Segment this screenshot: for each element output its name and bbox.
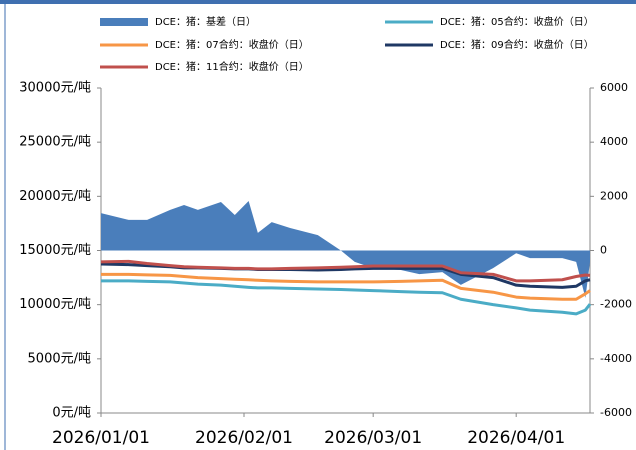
y-tick-label: 15000元/吨 <box>19 243 91 258</box>
top-band <box>0 0 636 4</box>
y2-tick-label: 0 <box>600 244 607 257</box>
y2-tick-label: 6000 <box>600 81 628 94</box>
price-line <box>101 272 591 301</box>
legend-swatch <box>100 18 148 26</box>
legend-label: DCE：猪：09合约：收盘价（日） <box>440 38 594 51</box>
x-tick-label: 2026/02/01 <box>195 428 293 448</box>
legend-label: DCE：猪：05合约：收盘价（日） <box>440 15 594 28</box>
x-tick-label: 2026/04/01 <box>467 428 565 448</box>
y-tick-label: 20000元/吨 <box>19 189 91 204</box>
legend-label: DCE：猪：07合约：收盘价（日） <box>155 38 309 51</box>
price-line <box>100 259 591 283</box>
y2-tick-label: -2000 <box>600 298 632 311</box>
x-tick-label: 2026/01/01 <box>52 428 150 448</box>
y2-tick-label: 2000 <box>600 189 628 202</box>
y-tick-label: 25000元/吨 <box>19 135 91 150</box>
y2-tick-label: -4000 <box>600 352 632 365</box>
y-tick-label: 30000元/吨 <box>19 81 91 96</box>
price-line <box>101 279 592 316</box>
y-tick-label: 10000元/吨 <box>19 297 91 312</box>
y-tick-label: 5000元/吨 <box>28 351 91 366</box>
y2-tick-label: -6000 <box>600 406 632 419</box>
x-tick-label: 2026/03/01 <box>324 428 422 448</box>
legend-label: DCE：猪：11合约：收盘价（日） <box>155 60 309 73</box>
y-tick-label: 0元/吨 <box>52 406 91 421</box>
legend-label: DCE：猪：基差（日） <box>155 15 256 28</box>
y2-tick-label: 4000 <box>600 135 628 148</box>
